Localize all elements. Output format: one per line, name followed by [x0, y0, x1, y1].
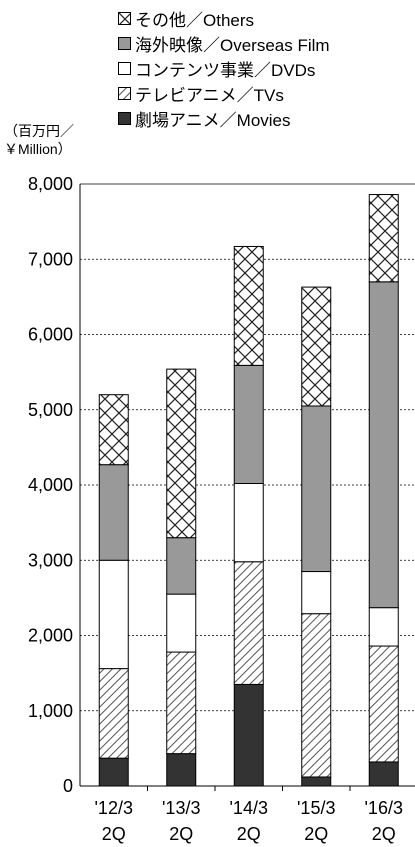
y-tick-label: 0	[63, 776, 73, 796]
bar-segment	[301, 571, 332, 615]
bar-segment	[368, 761, 399, 787]
legend-label: その他／Others	[135, 11, 255, 30]
bar-segment	[368, 607, 399, 647]
legend-swatch	[118, 37, 131, 50]
y-tick-label: 7,000	[28, 249, 73, 269]
x-tick-label: '15/3	[297, 798, 335, 818]
x-tick-label: '14/3	[230, 798, 268, 818]
x-tick-label: 2Q	[169, 824, 193, 844]
bar-segment	[301, 613, 332, 778]
y-axis-unit-label: （百万円／ ￥Million）	[4, 122, 74, 158]
x-tick-label: 2Q	[304, 824, 328, 844]
legend-swatch	[118, 112, 131, 125]
bar-segment	[233, 482, 264, 563]
legend-label: 海外映像／Overseas Film	[135, 36, 330, 55]
bar-segment	[166, 753, 197, 787]
bar-segment	[368, 645, 399, 763]
bar-segment	[98, 394, 129, 466]
x-tick-label: '16/3	[365, 798, 403, 818]
legend-label: テレビアニメ／TVs	[135, 86, 284, 105]
bar-segment	[166, 651, 197, 755]
unit-label-line-1: （百万円／	[4, 123, 74, 139]
x-tick-label: 2Q	[237, 824, 261, 844]
legend-label: 劇場アニメ／Movies	[135, 111, 291, 130]
bar-segment	[368, 281, 399, 609]
y-tick-label: 5,000	[28, 400, 73, 420]
chart-legend: その他／Others 海外映像／Overseas Film コンテンツ事業／DVDs…	[118, 6, 330, 131]
legend-swatch	[118, 12, 131, 25]
y-tick-label: 2,000	[28, 626, 73, 646]
x-tick-label: 2Q	[102, 824, 126, 844]
unit-label-line-2: ￥Million）	[4, 141, 72, 157]
bar-segment	[166, 593, 197, 653]
x-tick-label: 2Q	[372, 824, 396, 844]
bar-segment	[98, 668, 129, 759]
y-tick-label: 4,000	[28, 475, 73, 495]
legend-item: 海外映像／Overseas Film	[118, 31, 330, 56]
bar-segment	[301, 776, 332, 787]
x-tick-label: '12/3	[95, 798, 133, 818]
bar-segment	[166, 537, 197, 595]
bar-segment	[233, 561, 264, 685]
legend-item: 劇場アニメ／Movies	[118, 106, 330, 131]
legend-item: テレビアニメ／TVs	[118, 81, 330, 106]
bar-segment	[233, 364, 264, 484]
bar-segment	[98, 464, 129, 561]
bar-segment	[301, 405, 332, 573]
bar-segment	[98, 559, 129, 670]
legend-item: コンテンツ事業／DVDs	[118, 56, 330, 81]
x-tick-label: '13/3	[162, 798, 200, 818]
bar-segment	[166, 368, 197, 539]
legend-label: コンテンツ事業／DVDs	[135, 61, 316, 80]
legend-item: その他／Others	[118, 6, 330, 31]
legend-swatch	[118, 87, 131, 100]
bar-segment	[233, 683, 264, 787]
y-tick-label: 1,000	[28, 701, 73, 721]
bar-segment	[98, 757, 129, 787]
y-tick-label: 3,000	[28, 550, 73, 570]
y-tick-label: 8,000	[28, 174, 73, 194]
bar-segment	[368, 194, 399, 283]
y-tick-label: 6,000	[28, 325, 73, 345]
bar-segment	[233, 245, 264, 366]
bar-segment	[301, 286, 332, 407]
legend-swatch	[118, 62, 131, 75]
